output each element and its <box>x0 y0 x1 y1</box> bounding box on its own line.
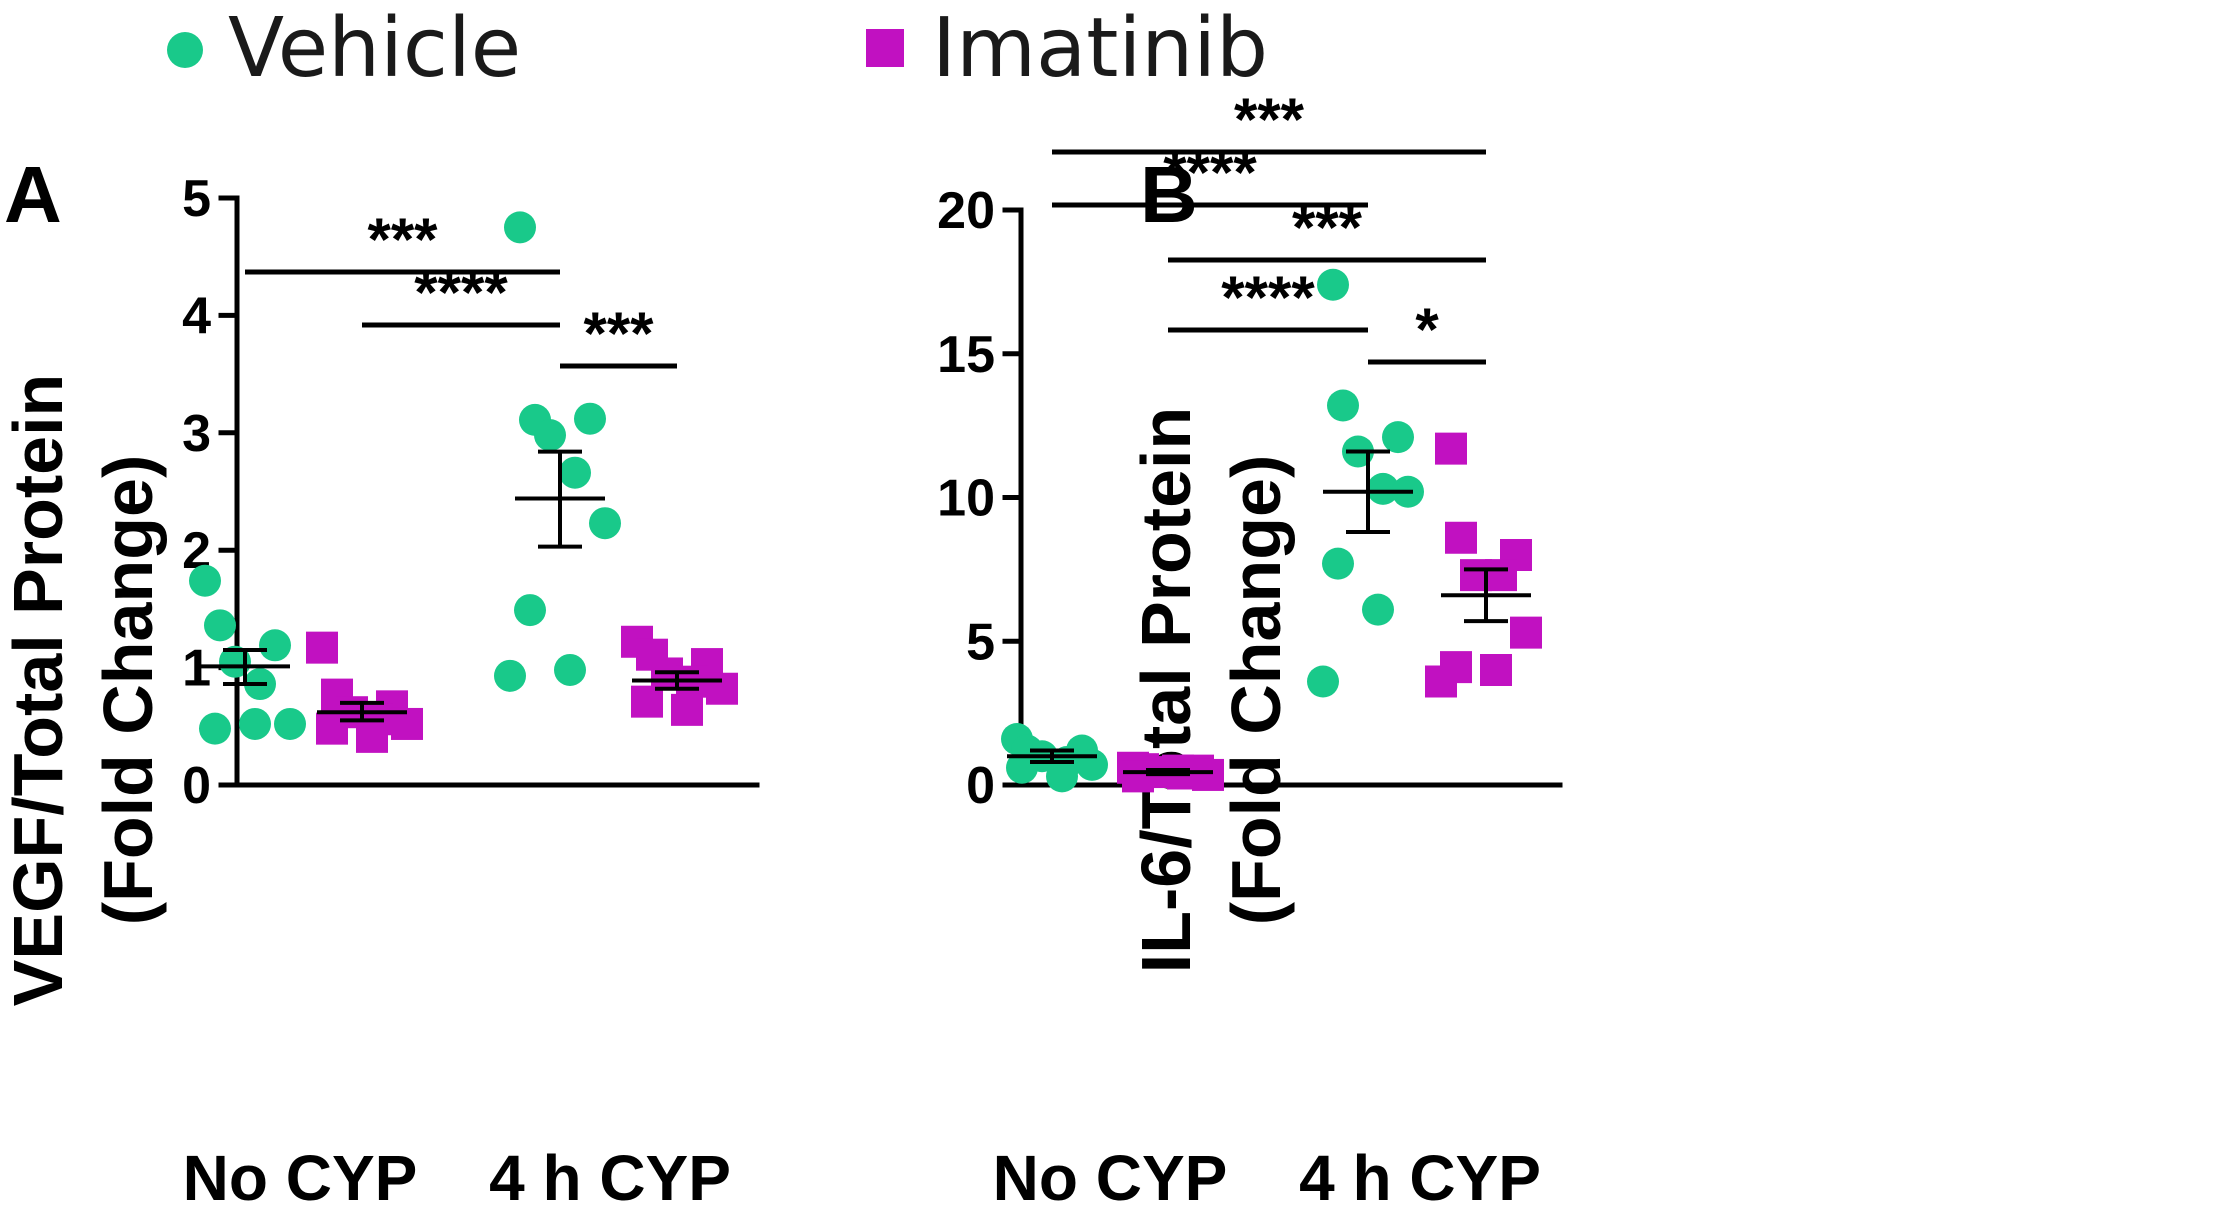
imatinib-data-point <box>1192 758 1224 791</box>
imatinib-data-point <box>1435 432 1467 465</box>
vehicle-data-point <box>259 629 291 662</box>
significance-label: *** <box>1292 194 1363 261</box>
vehicle-data-point <box>1307 665 1339 698</box>
vehicle-data-point <box>1367 472 1399 505</box>
vehicle-data-point <box>1076 748 1108 781</box>
vehicle-data-point <box>559 456 591 489</box>
vehicle-data-point <box>239 707 271 740</box>
imatinib-data-point <box>1122 760 1154 793</box>
panel-b-y-ticks: 0 5 10 15 20 <box>937 182 1024 815</box>
y-tick-label: 20 <box>937 182 995 240</box>
x-category-label: 4 h CYP <box>489 1142 731 1206</box>
y-tick-label: 0 <box>182 757 211 815</box>
vehicle-data-point <box>504 211 536 244</box>
vehicle-data-point <box>274 707 306 740</box>
vehicle-data-point <box>574 402 606 435</box>
significance-label: * <box>1415 296 1439 363</box>
x-category-label: 4 h CYP <box>1299 1142 1541 1206</box>
vehicle-data-point <box>514 594 546 627</box>
significance-label: *** <box>1234 86 1305 153</box>
y-tick-label: 5 <box>182 170 211 228</box>
imatinib-data-point <box>1425 665 1457 698</box>
panel-b: B IL-6/Total Protein (Fold Change) 0 5 10 1… <box>937 86 1563 1206</box>
legend-vehicle-label: Vehicle <box>228 1 521 96</box>
vehicle-data-point <box>1046 760 1078 793</box>
vehicle-data-point <box>189 564 221 597</box>
imatinib-data-point <box>306 631 338 664</box>
imatinib-data-point <box>631 685 663 718</box>
y-tick-label: 10 <box>937 470 995 528</box>
panel-a-ylabel-line1: VEGF/Total Protein <box>0 374 77 1007</box>
panel-a-ylabel-line2: (Fold Change) <box>89 455 167 925</box>
imatinib-data-point <box>1445 521 1477 554</box>
vehicle-data-point <box>1317 268 1349 301</box>
panel-b-points <box>1001 268 1542 793</box>
imatinib-data-point <box>1510 616 1542 649</box>
vehicle-data-point <box>1327 389 1359 422</box>
legend: Vehicle Imatinib <box>167 1 1268 96</box>
panel-a-error-bars <box>200 449 722 723</box>
significance-label: **** <box>1221 264 1315 331</box>
imatinib-data-point <box>356 720 388 753</box>
vehicle-data-point <box>1006 751 1038 784</box>
vehicle-data-point <box>1322 547 1354 580</box>
panel-a-categories: No CYP 4 h CYP <box>183 1142 731 1206</box>
vehicle-data-point <box>554 653 586 686</box>
imatinib-data-point <box>706 672 738 705</box>
legend-imatinib-label: Imatinib <box>932 1 1268 96</box>
significance-label: *** <box>583 300 654 367</box>
panel-b-ylabel-line2: (Fold Change) <box>1217 455 1295 925</box>
vehicle-data-point <box>199 712 231 745</box>
vehicle-data-point <box>494 659 526 692</box>
panel-b-letter: B <box>1140 150 1198 239</box>
panel-b-ylabel-line1: IL-6/Total Protein <box>1127 407 1205 974</box>
panel-a-significance: ********** <box>245 206 677 369</box>
legend-imatinib-marker <box>866 29 904 67</box>
vehicle-data-point <box>534 419 566 452</box>
panel-b-categories: No CYP 4 h CYP <box>993 1142 1541 1206</box>
vehicle-data-point <box>1382 421 1414 454</box>
y-tick-label: 5 <box>966 613 995 671</box>
imatinib-data-point <box>671 693 703 726</box>
significance-label: **** <box>1163 139 1257 206</box>
vehicle-data-point <box>204 609 236 642</box>
panel-a-points <box>189 211 738 753</box>
significance-label: *** <box>367 206 438 273</box>
panel-b-error-bars <box>1007 449 1531 777</box>
vehicle-data-point <box>589 507 621 540</box>
panel-a-letter: A <box>4 150 62 239</box>
significance-label: **** <box>414 259 508 326</box>
x-category-label: No CYP <box>183 1142 418 1206</box>
y-tick-label: 4 <box>182 287 211 345</box>
imatinib-data-point <box>1480 654 1512 686</box>
y-tick-label: 3 <box>182 405 211 463</box>
imatinib-data-point <box>1485 559 1517 592</box>
y-tick-label: 15 <box>937 326 995 384</box>
panel-a-axes <box>234 195 760 788</box>
imatinib-data-point <box>316 712 348 745</box>
panel-b-significance: ************** * <box>1052 86 1486 365</box>
legend-vehicle-marker <box>167 32 203 68</box>
panel-a: A VEGF/Total Protein (Fold Change) 01234… <box>0 150 760 1206</box>
vehicle-data-point <box>1362 593 1394 626</box>
y-tick-label: 0 <box>966 757 995 815</box>
y-tick-label: 1 <box>182 640 211 698</box>
x-category-label: No CYP <box>993 1142 1228 1206</box>
